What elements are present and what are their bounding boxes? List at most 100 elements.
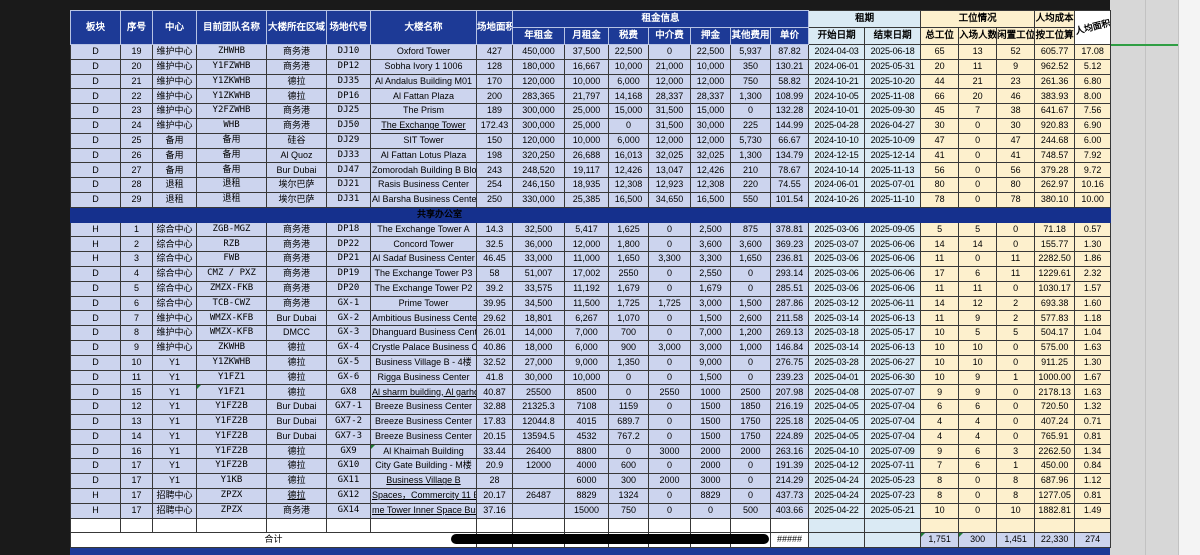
cell-district[interactable]: 商务港	[266, 280, 327, 297]
cell-deposit[interactable]: 2000	[690, 443, 731, 460]
cell-other-fees[interactable]: 0	[730, 265, 771, 282]
cell-annual-rent[interactable]: 26400	[512, 443, 565, 460]
cell-district[interactable]	[266, 517, 327, 534]
cell-start-date[interactable]: 2025-04-24	[808, 487, 866, 504]
cell-idle-seats[interactable]: 0	[996, 413, 1036, 430]
cell-end-date[interactable]: 2025-06-06	[864, 251, 922, 267]
cell-idle-seats[interactable]: 0	[996, 428, 1036, 445]
cell-site-code[interactable]: GX-3	[326, 325, 371, 341]
cell-agency-fee[interactable]: 31,500	[648, 117, 691, 134]
cell-annual-rent[interactable]: 120,000	[512, 132, 565, 149]
cell-agency-fee[interactable]: 0	[648, 487, 691, 504]
cell-monthly-rent[interactable]: 12,000	[564, 236, 609, 253]
cell-tax[interactable]: 900	[608, 339, 649, 356]
cell-deposit[interactable]: 1,500	[690, 310, 731, 327]
cell-serial[interactable]: 11	[120, 369, 153, 386]
cell-district[interactable]: 德拉	[266, 339, 327, 356]
cell-idle-seats[interactable]: 1	[996, 458, 1036, 475]
cell-unit-price[interactable]: 74.55	[769, 177, 810, 193]
cell-team[interactable]: ZPZX	[196, 502, 267, 519]
cell-end-date[interactable]: 2025-07-07	[864, 384, 922, 401]
cell-other-fees[interactable]: 1,500	[730, 295, 771, 312]
cell-area-per-person[interactable]: 1.04	[1074, 325, 1112, 341]
cell-annual-rent[interactable]: 33,575	[512, 280, 565, 297]
cell-cost-per-seat[interactable]: 920.83	[1034, 117, 1076, 134]
cell-end-date[interactable]: 2025-05-31	[864, 58, 922, 75]
cell-serial[interactable]: 16	[120, 443, 153, 460]
cell-serial[interactable]: 3	[120, 251, 153, 267]
cell-total-seats[interactable]: 5	[920, 221, 960, 238]
cell-start-date[interactable]: 2025-03-12	[808, 295, 866, 312]
cell-tax[interactable]: 12,426	[608, 162, 649, 179]
cell-cost-per-seat[interactable]: 383.93	[1034, 88, 1076, 105]
cell-area-per-person[interactable]: 10.00	[1074, 191, 1112, 208]
cell-building[interactable]	[370, 517, 477, 534]
cell-agency-fee[interactable]: 31,500	[648, 103, 691, 119]
cell-end-date[interactable]: 2025-11-08	[864, 88, 922, 105]
cell-end-date[interactable]: 2025-06-27	[864, 354, 922, 371]
cell-site-area[interactable]	[476, 517, 513, 534]
cell-site-area[interactable]: 427	[476, 44, 513, 60]
cell-total-seats[interactable]: 14	[920, 236, 960, 253]
cell-team[interactable]: Y1FZ1	[196, 384, 267, 401]
col-header-building[interactable]: 大楼名称	[370, 10, 477, 45]
cell-tax[interactable]: 22,500	[608, 44, 649, 60]
cell-tax[interactable]: 700	[608, 325, 649, 341]
cell-site-area[interactable]: 189	[476, 103, 513, 119]
cell-deposit[interactable]: 1500	[690, 399, 731, 415]
cell-total-seats[interactable]: 14	[920, 295, 960, 312]
cell-cost-per-seat[interactable]: 687.96	[1034, 473, 1076, 489]
cell-team[interactable]: 备用	[196, 147, 267, 164]
cell-unit-price[interactable]: 239.23	[769, 369, 810, 386]
cell-site-code[interactable]: GX14	[326, 502, 371, 519]
cell-start-date[interactable]: 2024-10-01	[808, 103, 866, 119]
cell-cost-per-seat[interactable]: 407.24	[1034, 413, 1076, 430]
cell-site-code[interactable]: GX7-3	[326, 428, 371, 445]
cell-entered-count[interactable]: 5	[958, 221, 998, 238]
cell-other-fees[interactable]: 0	[730, 369, 771, 386]
cell-building[interactable]: The Prism	[370, 103, 477, 119]
cell-other-fees[interactable]: 1,300	[730, 88, 771, 105]
cell-unit-price[interactable]: 58.82	[769, 73, 810, 90]
col-header-district[interactable]: 大楼所在区域	[266, 10, 327, 45]
cell-other-fees[interactable]: 0	[730, 103, 771, 119]
cell-area-per-person[interactable]: 6.00	[1074, 132, 1112, 149]
cell-tax[interactable]	[608, 517, 649, 534]
cell-center[interactable]: 综合中心	[152, 236, 197, 253]
cell-center[interactable]: 退租	[152, 177, 197, 193]
cell-cost-per-seat[interactable]: 450.00	[1034, 458, 1076, 475]
cell-idle-seats[interactable]: 11	[996, 265, 1036, 282]
cell-serial[interactable]: 17	[120, 458, 153, 475]
cell-deposit[interactable]: 3,000	[690, 339, 731, 356]
cell-area-per-person[interactable]: 6.80	[1074, 73, 1112, 90]
cell-tax[interactable]: 1,070	[608, 310, 649, 327]
cell-deposit[interactable]: 1500	[690, 428, 731, 445]
cell-annual-rent[interactable]: 120,000	[512, 73, 565, 90]
cell-end-date[interactable]: 2025-06-13	[864, 339, 922, 356]
cell-tax[interactable]: 750	[608, 502, 649, 519]
cell-center[interactable]: 维护中心	[152, 310, 197, 327]
cell-center[interactable]: 备用	[152, 162, 197, 179]
cell-center[interactable]: 综合中心	[152, 265, 197, 282]
cell-other-fees[interactable]: 0	[730, 354, 771, 371]
cell-tax[interactable]: 689.7	[608, 413, 649, 430]
cell-tax[interactable]: 600	[608, 458, 649, 475]
cell-other-fees[interactable]: 350	[730, 58, 771, 75]
cell-idle-seats[interactable]: 1	[996, 369, 1036, 386]
cell-start-date[interactable]: 2025-03-18	[808, 325, 866, 341]
cell-cost-per-seat[interactable]: 748.57	[1034, 147, 1076, 164]
cell-other-fees[interactable]: 2,600	[730, 310, 771, 327]
col-header-team[interactable]: 目前团队名称	[196, 10, 267, 45]
cell-unit-price[interactable]: 216.19	[769, 399, 810, 415]
cell-start-date[interactable]: 2025-04-08	[808, 384, 866, 401]
cell-center[interactable]: 维护中心	[152, 44, 197, 60]
cell-start-date[interactable]: 2025-04-22	[808, 502, 866, 519]
cell-idle-seats[interactable]: 0	[996, 354, 1036, 371]
cell-area-per-person[interactable]: 7.56	[1074, 103, 1112, 119]
cell-serial[interactable]: 12	[120, 399, 153, 415]
cell-idle-seats[interactable]: 0	[996, 339, 1036, 356]
cell-agency-fee[interactable]: 12,923	[648, 177, 691, 193]
cell-serial[interactable]: 9	[120, 339, 153, 356]
cell-total-seats[interactable]: 9	[920, 443, 960, 460]
cell-building[interactable]: Oxford Tower	[370, 44, 477, 60]
